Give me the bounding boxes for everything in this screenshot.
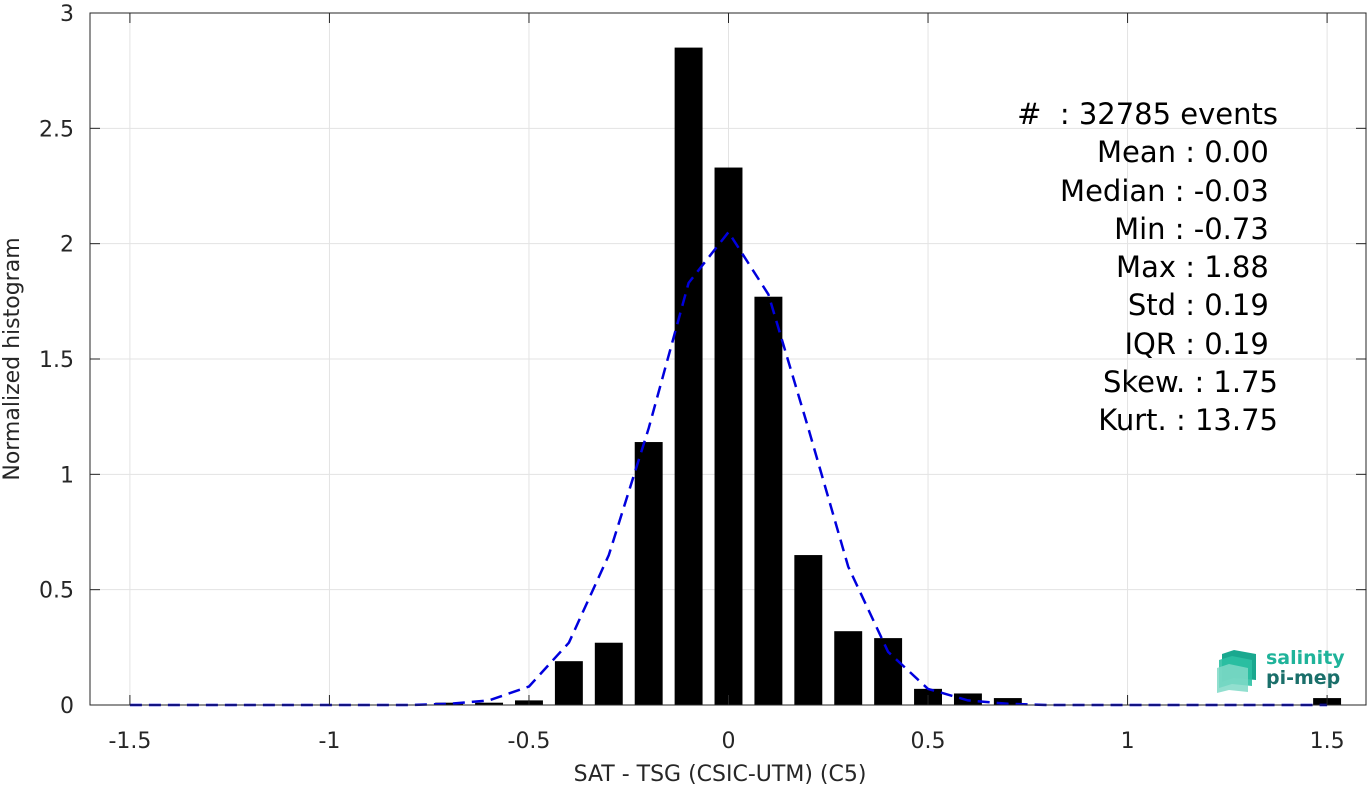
histogram-bar	[834, 631, 863, 705]
statistics-panel: # : 32785 events Mean : 0.00 Median : -0…	[900, 95, 1278, 440]
stat-std: Std : 0.19	[1127, 288, 1278, 323]
stat-min: Min : -0.73	[1114, 211, 1278, 246]
x-axis-ticks: -1.5 -1 -0.5 0 0.5 1 1.5	[108, 13, 1345, 754]
y-tick-label: 0	[60, 694, 74, 719]
histogram-bar	[554, 661, 583, 705]
histogram-bar	[754, 296, 783, 705]
histogram-bar	[874, 638, 903, 705]
x-tick-label: -0.5	[508, 729, 551, 754]
x-tick-label: -1.5	[108, 729, 151, 754]
y-tick-label: 2	[60, 233, 74, 258]
histogram-bar	[674, 47, 703, 706]
histogram-bar	[794, 555, 823, 705]
logo-text-salinity: salinity	[1266, 647, 1345, 669]
histogram-bar	[594, 642, 623, 705]
histogram-bar	[475, 702, 504, 705]
x-tick-label: 1.5	[1310, 729, 1345, 754]
histogram-bar	[435, 702, 464, 705]
x-tick-label: 1	[1121, 729, 1135, 754]
x-tick-label: 0	[722, 729, 736, 754]
y-axis-title: Normalized histogram	[0, 237, 25, 480]
stat-events: # : 32785 events	[1017, 97, 1278, 131]
y-tick-label: 1.5	[39, 348, 74, 373]
x-axis-title: SAT - TSG (CSIC-UTM) (C5)	[574, 762, 867, 785]
stat-kurt: Kurt. : 13.75	[1098, 403, 1278, 438]
histogram-bar	[634, 442, 663, 705]
y-tick-label: 2.5	[39, 117, 74, 142]
stat-mean: Mean : 0.00	[1096, 135, 1278, 170]
histogram-bar	[993, 698, 1022, 705]
wave-logo-icon	[1217, 650, 1256, 693]
salinity-pimep-logo: salinity pi-mep	[1216, 646, 1346, 694]
y-axis-ticks: 0 0.5 1 1.5 2 2.5 3	[39, 2, 1366, 719]
y-tick-label: 3	[60, 2, 74, 27]
stat-max: Max : 1.88	[1116, 250, 1278, 285]
y-tick-label: 0.5	[39, 579, 74, 604]
stat-skew: Skew. : 1.75	[1102, 365, 1278, 400]
stat-iqr: IQR : 0.19	[1124, 326, 1278, 361]
stat-median: Median : -0.03	[1060, 173, 1278, 208]
histogram-bar	[714, 167, 743, 706]
y-tick-label: 1	[60, 463, 74, 488]
x-tick-label: -1	[318, 729, 340, 754]
logo-text-pimep: pi-mep	[1266, 667, 1341, 689]
histogram-bars	[435, 47, 1342, 706]
x-tick-label: 0.5	[911, 729, 946, 754]
